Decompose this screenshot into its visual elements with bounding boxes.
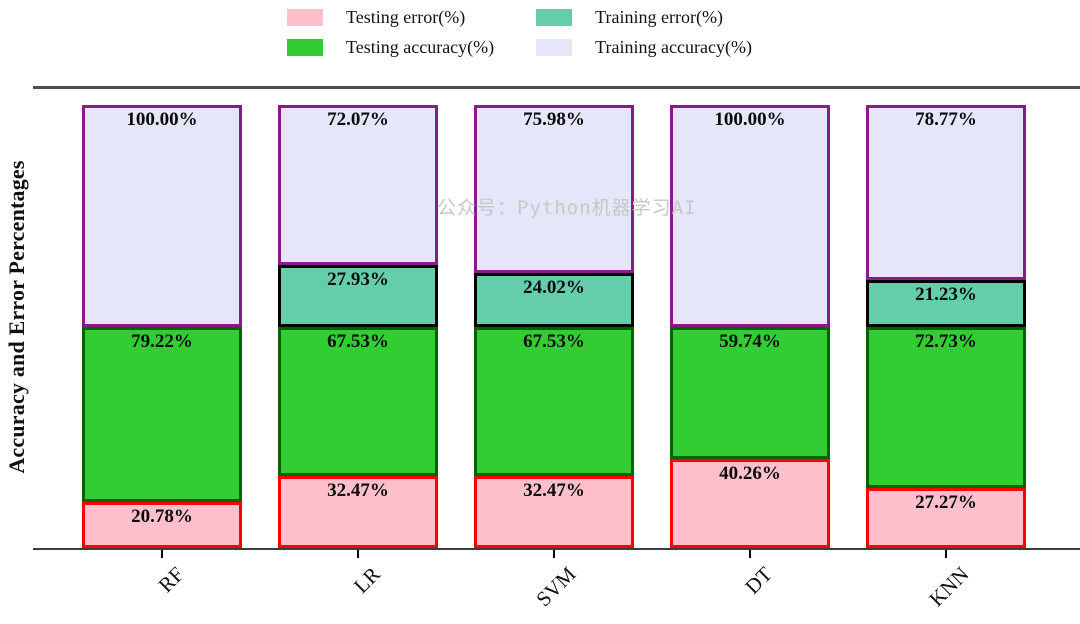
x-category-label-lr: LR: [349, 562, 385, 598]
legend-label-testing-error: Testing error(%): [346, 7, 466, 27]
value-label: 100.00%: [126, 109, 198, 131]
legend-item-training-accuracy: Training accuracy(%): [536, 37, 752, 58]
value-label: 100.00%: [714, 109, 786, 131]
training-accuracy-segment: 72.07%: [278, 105, 438, 265]
testing-error-segment: 20.78%: [82, 501, 242, 548]
testing-error-segment: 32.47%: [474, 476, 634, 548]
value-label: 67.53%: [523, 330, 585, 352]
watermark: 公众号：Python机器学习AI: [437, 197, 697, 219]
x-axis-line: [33, 548, 1080, 550]
bar-stack-lr: 32.47% 67.53% 27.93% 72.07%: [278, 105, 438, 548]
bar-stack-knn: 27.27% 72.73% 21.23% 78.77%: [866, 105, 1026, 548]
training-accuracy-segment: 100.00%: [670, 105, 830, 327]
value-label: 24.02%: [523, 277, 585, 299]
legend-item-training-error: Training error(%): [536, 7, 752, 28]
bar-stack-rf: 20.78% 79.22% 100.00%: [82, 105, 242, 548]
legend-label-training-accuracy: Training accuracy(%): [595, 37, 752, 57]
testing-error-segment: 40.26%: [670, 458, 830, 548]
y-axis-label: Accuracy and Error Percentages: [4, 160, 29, 474]
value-label: 78.77%: [915, 109, 977, 131]
legend-item-testing-error: Testing error(%): [287, 7, 494, 28]
legend-item-testing-accuracy: Testing accuracy(%): [287, 37, 494, 58]
bar-stack-dt: 40.26% 59.74% 100.00%: [670, 105, 830, 548]
x-tick-svm: [553, 550, 555, 558]
value-label: 20.78%: [131, 505, 193, 527]
bar-knn: 27.27% 72.73% 21.23% 78.77% KNN: [866, 105, 1026, 611]
training-accuracy-segment: 75.98%: [474, 105, 634, 274]
value-label: 21.23%: [915, 283, 977, 305]
value-label: 59.74%: [719, 330, 781, 352]
legend-swatch-testing-error: [287, 9, 323, 26]
value-label: 32.47%: [327, 480, 389, 502]
legend-label-testing-accuracy: Testing accuracy(%): [346, 37, 495, 57]
testing-accuracy-segment: 72.73%: [866, 326, 1026, 488]
bar-stack-svm: 32.47% 67.53% 24.02% 75.98%: [474, 105, 634, 548]
x-tick-dt: [749, 550, 751, 558]
value-label: 79.22%: [131, 330, 193, 352]
legend-swatch-testing-accuracy: [287, 39, 323, 56]
training-error-segment: 21.23%: [866, 279, 1026, 327]
plot-area: 20.78% 79.22% 100.00% RF 32.47% 67.53% 27.93% 7…: [82, 105, 1026, 611]
testing-accuracy-segment: 67.53%: [474, 326, 634, 477]
value-label: 72.73%: [915, 330, 977, 352]
x-category-label-rf: RF: [153, 562, 189, 598]
x-tick-knn: [945, 550, 947, 558]
top-spine: [33, 86, 1080, 89]
value-label: 32.47%: [523, 480, 585, 502]
value-label: 27.93%: [327, 268, 389, 290]
testing-error-segment: 27.27%: [866, 487, 1026, 548]
value-label: 40.26%: [719, 462, 781, 484]
testing-accuracy-segment: 59.74%: [670, 326, 830, 459]
legend-swatch-training-accuracy: [536, 39, 573, 56]
x-tick-rf: [161, 550, 163, 558]
testing-accuracy-segment: 67.53%: [278, 326, 438, 477]
x-category-label-knn: KNN: [923, 562, 973, 612]
training-error-segment: 24.02%: [474, 273, 634, 327]
value-label: 67.53%: [327, 330, 389, 352]
x-category-label-svm: SVM: [531, 562, 581, 612]
x-category-label-dt: DT: [740, 562, 777, 599]
value-label: 27.27%: [915, 491, 977, 513]
bar-svm: 32.47% 67.53% 24.02% 75.98% SVM: [474, 105, 634, 611]
value-label: 75.98%: [523, 109, 585, 131]
legend-label-training-error: Training error(%): [595, 7, 723, 27]
bar-rf: 20.78% 79.22% 100.00% RF: [82, 105, 242, 597]
testing-accuracy-segment: 79.22%: [82, 326, 242, 502]
testing-error-segment: 32.47%: [278, 476, 438, 548]
training-error-segment: 27.93%: [278, 264, 438, 327]
value-label: 72.07%: [327, 109, 389, 131]
training-accuracy-segment: 100.00%: [82, 105, 242, 327]
legend: Testing error(%) Testing accuracy(%) Train…: [287, 7, 752, 58]
legend-swatch-training-error: [536, 9, 573, 26]
bar-dt: 40.26% 59.74% 100.00% DT: [670, 105, 830, 599]
bar-lr: 32.47% 67.53% 27.93% 72.07% LR: [278, 105, 438, 598]
x-tick-lr: [357, 550, 359, 558]
training-accuracy-segment: 78.77%: [866, 105, 1026, 280]
